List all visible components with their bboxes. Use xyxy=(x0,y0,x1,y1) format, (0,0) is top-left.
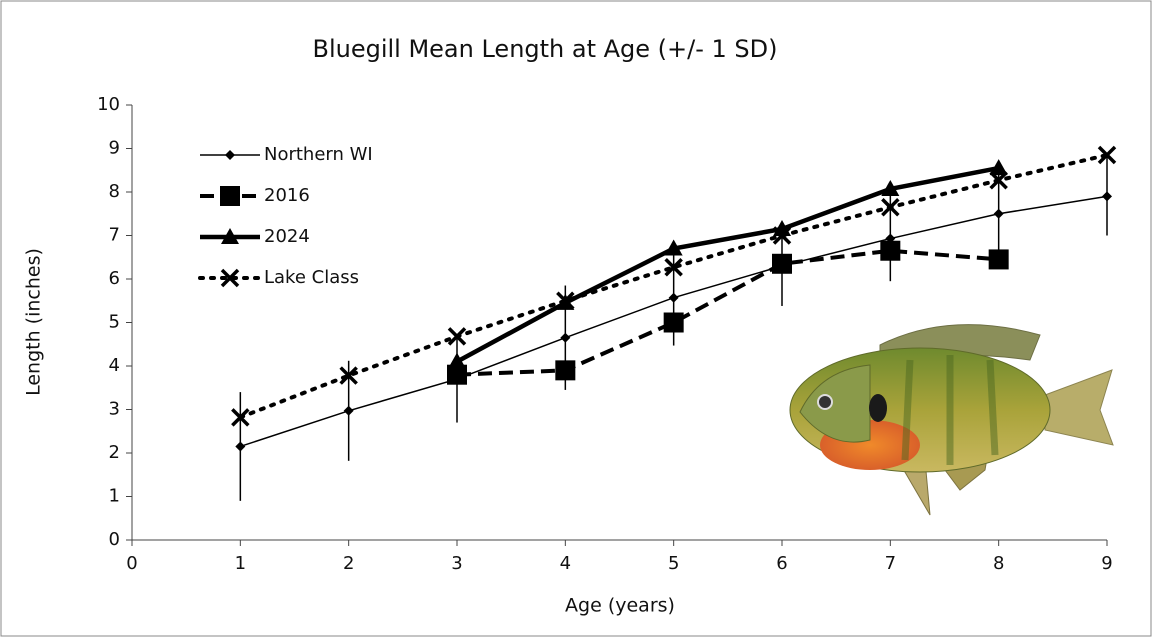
legend-marker xyxy=(220,268,240,288)
marker xyxy=(560,332,571,343)
legend-label: 2024 xyxy=(264,226,310,247)
marker xyxy=(772,253,792,274)
legend-marker xyxy=(225,150,235,160)
x-tick-label: 3 xyxy=(451,553,462,574)
marker xyxy=(772,226,792,245)
marker xyxy=(663,312,684,333)
marker xyxy=(231,408,250,427)
y-tick-label: 8 xyxy=(109,181,120,202)
marker xyxy=(668,292,679,303)
legend-marker xyxy=(220,186,240,206)
chart-title: Bluegill Mean Length at Age (+/- 1 SD) xyxy=(312,35,777,63)
marker xyxy=(989,159,1008,176)
x-tick-label: 4 xyxy=(560,553,571,574)
y-tick-label: 6 xyxy=(109,268,120,289)
y-tick-label: 0 xyxy=(109,529,120,550)
marker xyxy=(339,366,358,385)
y-tick-label: 7 xyxy=(109,225,120,246)
x-tick-label: 8 xyxy=(993,553,1004,574)
legend-label: Lake Class xyxy=(264,267,359,288)
x-tick-label: 9 xyxy=(1101,553,1112,574)
x-axis-title: Age (years) xyxy=(565,595,675,617)
marker xyxy=(881,179,900,196)
marker xyxy=(664,258,683,277)
marker xyxy=(447,364,467,385)
x-tick-label: 0 xyxy=(126,553,137,574)
series-line xyxy=(455,165,1000,364)
legend-label: 2016 xyxy=(264,185,310,206)
y-axis-title: Length (inches) xyxy=(23,248,45,396)
y-tick-label: 2 xyxy=(109,442,120,463)
x-tick-label: 2 xyxy=(343,553,354,574)
y-tick-label: 3 xyxy=(109,399,120,420)
x-tick-label: 5 xyxy=(668,553,679,574)
y-tick-label: 1 xyxy=(109,486,120,507)
marker xyxy=(988,249,1009,270)
y-tick-label: 5 xyxy=(109,312,120,333)
marker xyxy=(448,352,466,369)
marker xyxy=(664,239,683,256)
fish-illustration xyxy=(789,324,1114,516)
marker xyxy=(235,441,246,452)
x-tick-label: 6 xyxy=(776,553,787,574)
marker xyxy=(555,360,576,381)
marker xyxy=(880,240,901,261)
series-line xyxy=(456,248,999,377)
marker xyxy=(993,208,1004,219)
marker xyxy=(556,291,575,310)
x-tick-label: 1 xyxy=(235,553,246,574)
y-tick-label: 4 xyxy=(109,355,120,376)
x-tick-label: 7 xyxy=(885,553,896,574)
y-tick-label: 9 xyxy=(109,138,120,159)
series-line xyxy=(238,153,1109,420)
marker xyxy=(343,405,354,416)
marker xyxy=(1102,191,1112,202)
marker xyxy=(1097,145,1117,165)
legend-marker xyxy=(221,228,239,244)
marker xyxy=(881,197,900,217)
y-tick-label: 10 xyxy=(97,94,120,115)
legend-label: Northern WI xyxy=(264,144,373,165)
marker xyxy=(989,171,1008,190)
marker xyxy=(447,327,467,346)
